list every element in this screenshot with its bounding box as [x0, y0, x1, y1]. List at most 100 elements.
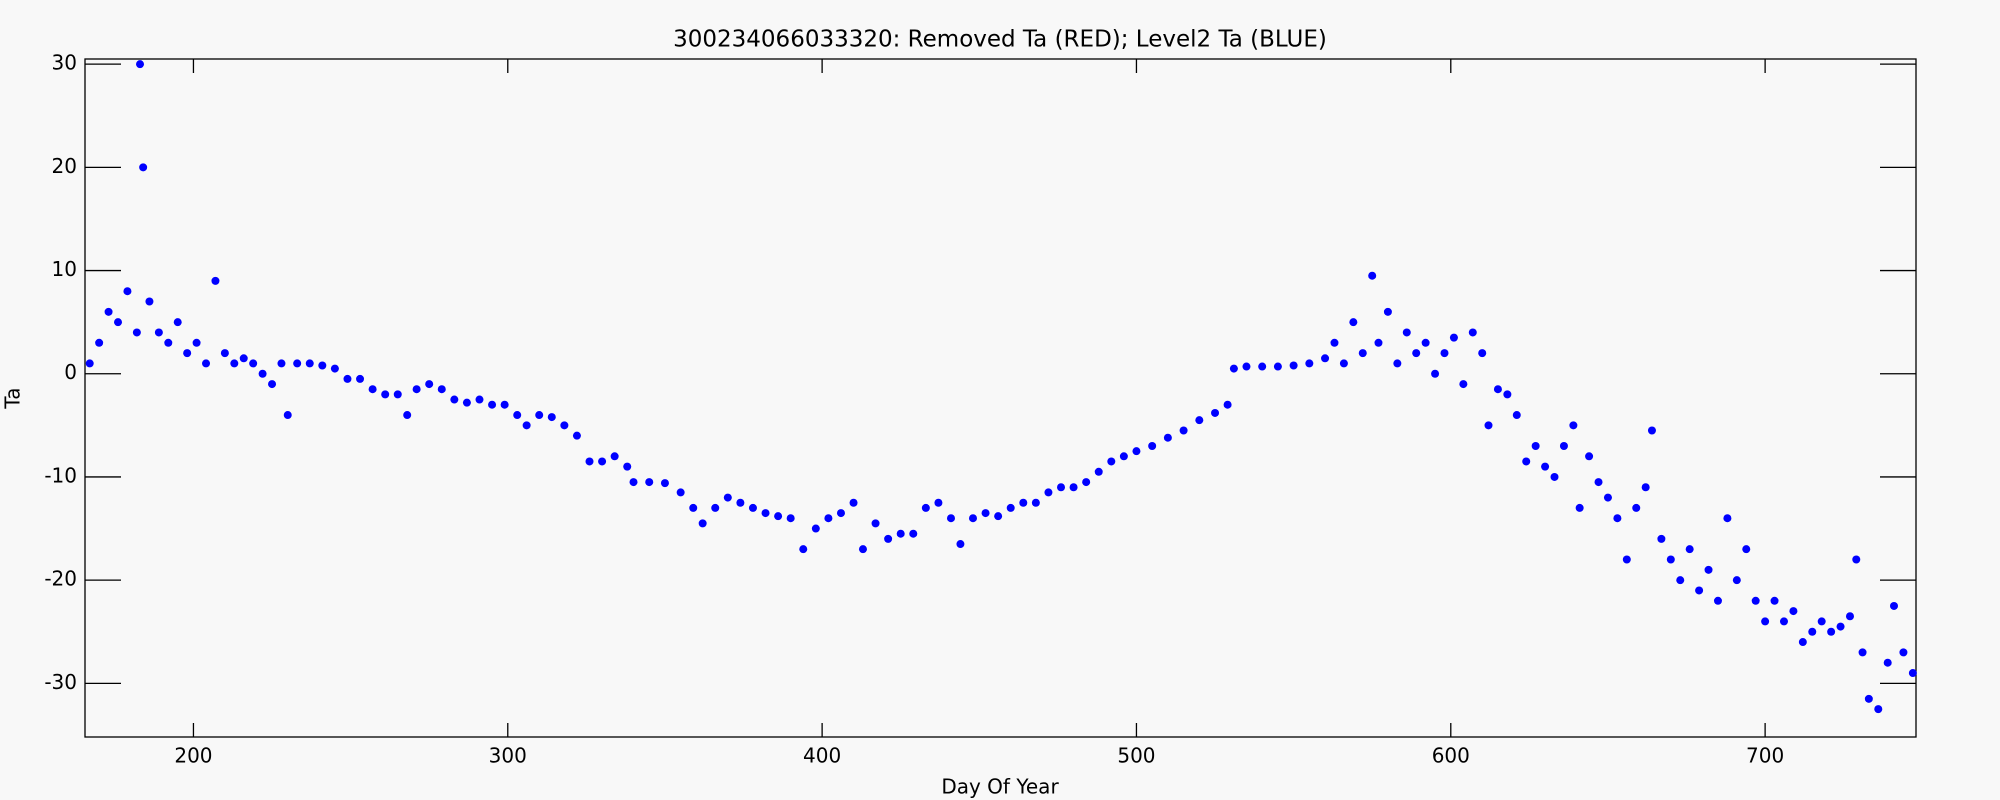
data-point [1559, 441, 1568, 450]
data-point [1402, 328, 1411, 337]
data-point [1569, 421, 1578, 430]
data-point [330, 364, 339, 373]
x-axis-label: Day Of Year [941, 775, 1059, 799]
x-tick-label: 300 [489, 744, 527, 768]
data-point [488, 400, 497, 409]
data-point [547, 413, 556, 422]
plot-frame [84, 58, 1917, 738]
data-point [1723, 514, 1732, 523]
data-point [1845, 612, 1854, 621]
data-point [462, 398, 471, 407]
data-point [258, 369, 267, 378]
data-point [1478, 349, 1487, 358]
data-point [1211, 408, 1220, 417]
data-point [85, 359, 94, 368]
data-point [934, 498, 943, 507]
data-point [836, 509, 845, 518]
data-point [1258, 362, 1267, 371]
data-point [884, 534, 893, 543]
data-point [249, 359, 258, 368]
data-point [1019, 498, 1028, 507]
data-point [629, 478, 638, 487]
data-point [1148, 441, 1157, 450]
data-point [535, 411, 544, 420]
data-point [1522, 457, 1531, 466]
data-point [277, 359, 286, 368]
x-tick-label: 500 [1117, 744, 1155, 768]
data-point [403, 411, 412, 420]
data-point [660, 479, 669, 488]
data-point [1864, 694, 1873, 703]
data-point [968, 514, 977, 523]
data-point [283, 411, 292, 420]
data-point [994, 512, 1003, 521]
data-point [1094, 467, 1103, 476]
data-point [1676, 576, 1685, 585]
x-tick-label: 200 [174, 744, 212, 768]
data-point [1421, 338, 1430, 347]
data-point [1273, 362, 1282, 371]
y-tick-label: 30 [52, 51, 77, 75]
data-point [1594, 478, 1603, 487]
data-point [645, 478, 654, 487]
data-point [1468, 328, 1477, 337]
data-point [318, 361, 327, 370]
data-point [1484, 421, 1493, 430]
data-point [1779, 617, 1788, 626]
data-point [676, 488, 685, 497]
data-point [1339, 359, 1348, 368]
data-point [1358, 349, 1367, 358]
data-point [1603, 493, 1612, 502]
data-point [871, 519, 880, 528]
data-point [1163, 433, 1172, 442]
data-point [1132, 447, 1141, 456]
data-point [921, 503, 930, 512]
data-point [585, 457, 594, 466]
data-point [412, 385, 421, 394]
data-point [139, 163, 148, 172]
data-point [1541, 462, 1550, 471]
data-point [1493, 385, 1502, 394]
data-point [1647, 426, 1656, 435]
data-point [1761, 617, 1770, 626]
data-point [123, 287, 132, 296]
data-point [1613, 514, 1622, 523]
x-tick-label: 400 [803, 744, 841, 768]
data-point [1632, 503, 1641, 512]
data-point [849, 498, 858, 507]
data-point [811, 524, 820, 533]
data-point [164, 338, 173, 347]
data-point [1908, 669, 1917, 678]
data-point [1044, 488, 1053, 497]
data-point [1641, 483, 1650, 492]
data-point [748, 503, 757, 512]
data-point [114, 318, 123, 327]
data-point [1119, 452, 1128, 461]
data-point [1107, 457, 1116, 466]
x-tick-label: 600 [1432, 744, 1470, 768]
data-point [1006, 503, 1015, 512]
data-point [1713, 596, 1722, 605]
chart-title: 300234066033320: Removed Ta (RED); Level… [673, 27, 1327, 53]
data-point [1732, 576, 1741, 585]
data-point [1440, 349, 1449, 358]
data-point [1550, 472, 1559, 481]
data-point [711, 503, 720, 512]
data-point [1657, 534, 1666, 543]
data-point [1704, 565, 1713, 574]
data-point [1349, 318, 1358, 327]
data-point [500, 400, 509, 409]
data-point [368, 385, 377, 394]
data-point [1374, 338, 1383, 347]
data-point [145, 297, 154, 306]
data-point [1305, 359, 1314, 368]
y-tick-label: -10 [44, 463, 77, 487]
data-point [393, 390, 402, 399]
data-point [799, 545, 808, 554]
data-point [786, 514, 795, 523]
data-point [1321, 354, 1330, 363]
data-point [1808, 627, 1817, 636]
data-point [522, 421, 531, 430]
data-point [1770, 596, 1779, 605]
